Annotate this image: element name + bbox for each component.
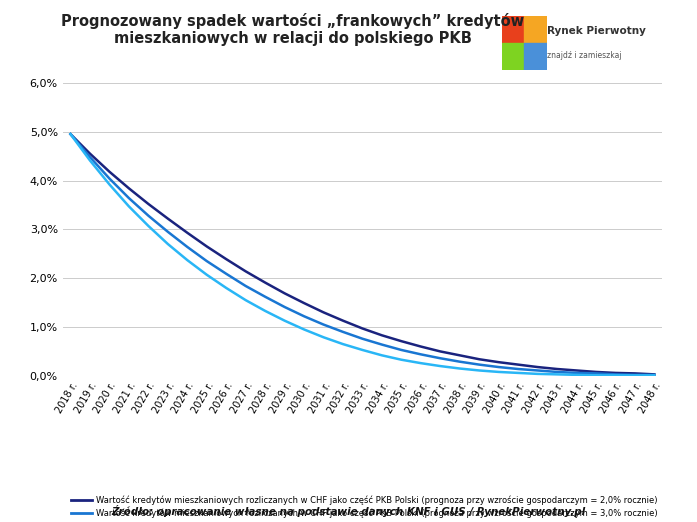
Bar [502,16,524,43]
Bar [524,16,547,43]
Bar [524,43,547,70]
Text: Źródło: opracowanie własne na podstawie danych KNF i GUS / RynekPierwotny.pl: Źródło: opracowanie własne na podstawie … [112,505,585,517]
Legend: Wartość kredytów mieszkaniowych rozliczanych w CHF jako część PKB Polski (progno: Wartość kredytów mieszkaniowych rozlicza… [71,495,658,522]
Bar [502,43,524,70]
Text: znajdź i zamieszkaj: znajdź i zamieszkaj [547,51,622,60]
Text: Rynek Pierwotny: Rynek Pierwotny [547,26,646,36]
Text: Prognozowany spadek wartości „frankowych” kredytów
mieszkaniowych w relacji do p: Prognozowany spadek wartości „frankowych… [61,13,524,46]
